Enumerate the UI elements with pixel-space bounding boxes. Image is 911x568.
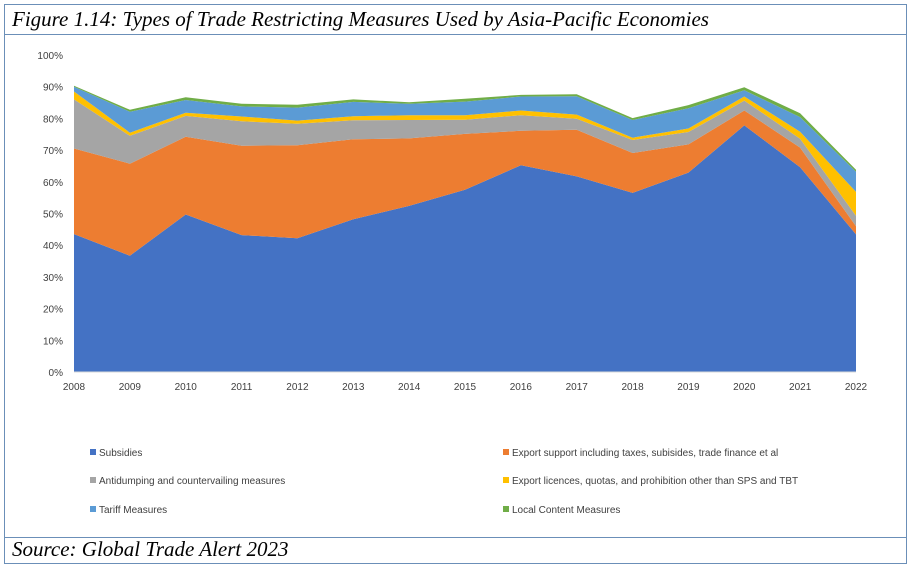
legend-label: Antidumping and countervailing measures: [99, 476, 285, 487]
y-tick-label: 50%: [43, 210, 63, 221]
x-tick-label: 2011: [231, 382, 253, 393]
y-tick-label: 20%: [43, 305, 63, 316]
x-tick-label: 2017: [566, 382, 589, 393]
y-tick-label: 70%: [43, 146, 63, 157]
y-tick-label: 90%: [43, 83, 63, 94]
legend-label: Local Content Measures: [512, 505, 620, 516]
area-series-3: [74, 99, 856, 227]
x-tick-label: 2014: [398, 382, 421, 393]
x-tick-label: 2015: [454, 382, 477, 393]
legend-swatch: [90, 506, 96, 512]
area-series-4: [74, 91, 856, 216]
title-divider: [4, 34, 907, 35]
area-series-2: [74, 110, 856, 256]
y-tick-label: 100%: [37, 51, 63, 62]
x-tick-label: 2012: [286, 382, 309, 393]
y-tick-label: 0%: [49, 368, 64, 379]
figure-title: Figure 1.14: Types of Trade Restricting …: [12, 7, 709, 31]
x-tick-label: 2022: [845, 382, 868, 393]
legend-swatch: [90, 449, 96, 455]
area-series-5: [74, 86, 856, 192]
x-tick-label: 2008: [63, 382, 86, 393]
x-tick-label: 2009: [119, 382, 142, 393]
legend-label: Subsidies: [99, 448, 142, 459]
x-tick-label: 2019: [677, 382, 700, 393]
legend-swatch: [90, 477, 96, 483]
x-tick-label: 2010: [175, 382, 198, 393]
source-note: Source: Global Trade Alert 2023: [12, 537, 289, 561]
legend-swatch: [503, 477, 509, 483]
source-divider: [4, 537, 907, 538]
x-tick-label: 2021: [789, 382, 812, 393]
legend-label: Tariff Measures: [99, 505, 167, 516]
x-tick-label: 2016: [510, 382, 533, 393]
x-tick-label: 2020: [733, 382, 756, 393]
area-series-1: [74, 125, 856, 373]
y-tick-label: 40%: [43, 241, 63, 252]
y-tick-label: 80%: [43, 114, 63, 125]
y-tick-label: 10%: [43, 336, 63, 347]
x-tick-label: 2018: [621, 382, 644, 393]
y-tick-label: 30%: [43, 273, 63, 284]
legend-label: Export support including taxes, subiside…: [512, 448, 778, 459]
legend-swatch: [503, 506, 509, 512]
x-tick-label: 2013: [342, 382, 365, 393]
legend-swatch: [503, 449, 509, 455]
y-tick-label: 60%: [43, 178, 63, 189]
legend-label: Export licences, quotas, and prohibition…: [512, 476, 798, 487]
